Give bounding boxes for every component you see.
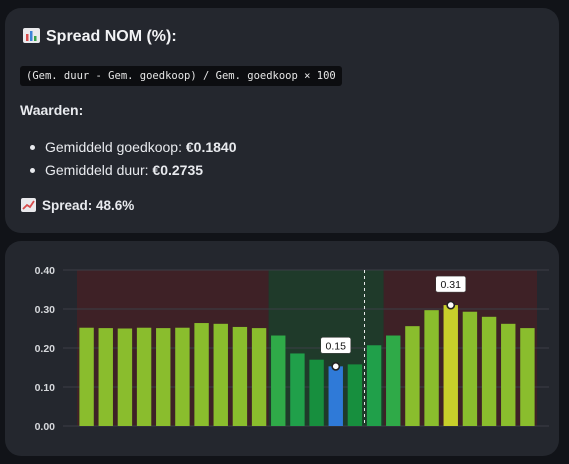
price-bar bbox=[462, 311, 478, 426]
value-label: Gemiddeld goedkoop: bbox=[45, 139, 186, 155]
list-item: Gemiddeld duur: €0.2735 bbox=[29, 159, 236, 182]
price-bar bbox=[290, 353, 305, 426]
price-bar bbox=[347, 364, 363, 426]
list-item: Gemiddeld goedkoop: €0.1840 bbox=[29, 136, 237, 159]
price-bar-chart: 0.40 0.30 0.20 0.10 0.00 0.15 0.31 bbox=[35, 265, 549, 433]
spread-title: Spread NOM (%): bbox=[23, 28, 177, 46]
bar-chart-emoji-icon bbox=[23, 28, 40, 43]
price-chart-card: 0.40 0.30 0.20 0.10 0.00 0.15 0.31 bbox=[5, 241, 559, 456]
price-bar bbox=[156, 328, 171, 426]
price-bar bbox=[98, 328, 113, 426]
price-bar bbox=[405, 326, 420, 426]
price-bar bbox=[194, 323, 209, 426]
data-label: 0.31 bbox=[441, 279, 462, 291]
y-tick-label: 0.10 bbox=[35, 382, 56, 394]
y-tick-label: 0.20 bbox=[35, 343, 56, 355]
y-tick-label: 0.30 bbox=[35, 304, 56, 316]
values-heading: Waarden: bbox=[20, 102, 84, 118]
value-amount: €0.1840 bbox=[185, 139, 237, 155]
data-point-marker bbox=[446, 300, 456, 310]
data-label: 0.15 bbox=[326, 340, 347, 352]
price-bar bbox=[79, 327, 94, 426]
annotation-box bbox=[435, 275, 466, 293]
price-bar bbox=[443, 305, 458, 426]
price-bar bbox=[520, 328, 535, 426]
values-list: Gemiddeld goedkoop: €0.1840 Gemiddeld du… bbox=[29, 136, 237, 182]
price-bar bbox=[251, 328, 267, 426]
spread-info-card: Spread NOM (%): (Gem. duur - Gem. goedko… bbox=[5, 8, 559, 233]
chart-increasing-emoji-icon bbox=[21, 198, 36, 212]
price-bar bbox=[213, 323, 228, 426]
price-bar bbox=[501, 323, 516, 426]
formula-code: (Gem. duur - Gem. goedkoop) / Gem. goedk… bbox=[20, 66, 342, 86]
price-bar bbox=[366, 345, 382, 426]
value-amount: €0.2735 bbox=[152, 162, 204, 178]
price-bar bbox=[328, 366, 343, 426]
y-tick-label: 0.00 bbox=[35, 421, 56, 433]
price-bar bbox=[271, 335, 286, 426]
price-bar bbox=[232, 326, 248, 426]
spread-title-text: Spread NOM (%): bbox=[46, 28, 177, 45]
price-bar bbox=[386, 335, 401, 426]
y-tick-label: 0.40 bbox=[35, 265, 56, 277]
annotation-box bbox=[320, 337, 351, 354]
price-bar bbox=[424, 310, 439, 426]
price-bar bbox=[117, 328, 133, 426]
value-label: Gemiddeld duur: bbox=[45, 162, 153, 178]
price-bar bbox=[481, 316, 497, 426]
price-bar bbox=[175, 327, 190, 426]
data-point-marker bbox=[331, 361, 341, 371]
price-bar bbox=[136, 327, 152, 426]
spread-result: Spread: 48.6% bbox=[21, 198, 134, 213]
price-bar bbox=[309, 359, 324, 426]
spread-result-text: Spread: 48.6% bbox=[42, 198, 135, 213]
